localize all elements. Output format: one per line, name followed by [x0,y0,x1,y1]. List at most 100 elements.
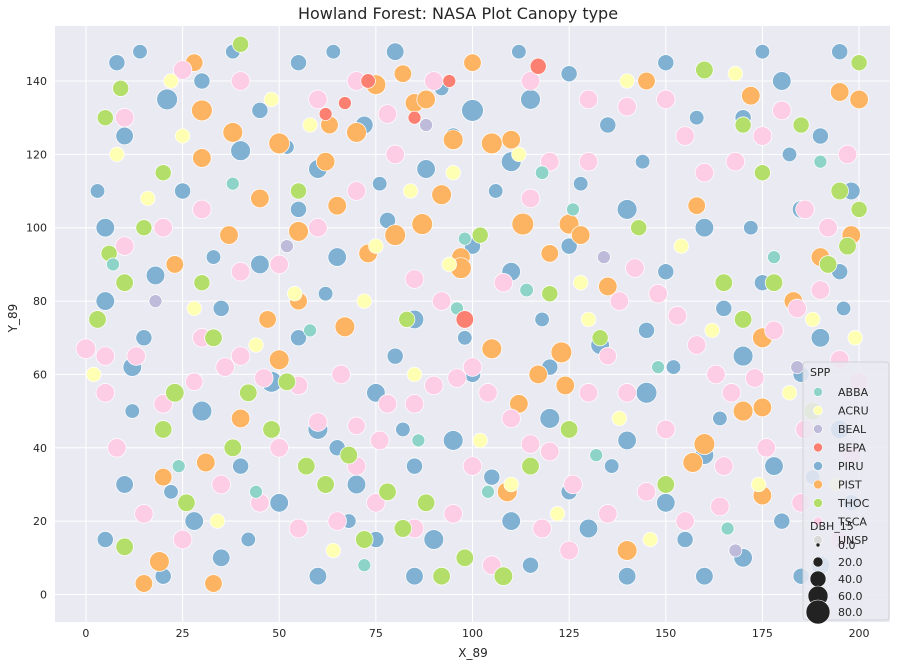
point-tsca [377,394,398,414]
point-piru [522,556,539,574]
point-beal [728,543,743,558]
point-acru [406,366,423,383]
point-piru [290,329,307,347]
point-piru [96,531,114,548]
point-piru [193,72,211,90]
point-pist [346,122,367,143]
point-pist [501,130,521,150]
x-tick-label: 150 [655,627,676,640]
point-bepa [455,310,474,329]
point-tsca [254,368,274,388]
point-pist [416,89,436,110]
point-acru [163,73,179,89]
point-pist [481,132,503,155]
point-piru [405,567,424,586]
point-tsca [230,71,251,91]
grid-lines [55,26,890,622]
point-beal [148,294,163,308]
x-axis-ticks: 0 25 50 75 100 125 150 175 200 [82,627,869,640]
point-thoc [733,310,753,329]
point-thoc [455,548,474,567]
point-abba [651,360,665,374]
point-thoc [695,60,714,80]
point-piru [689,110,705,126]
legend-size-label: 80.0 [838,606,863,619]
point-piru [573,176,589,192]
legend-label-piru: PIRU [838,460,864,473]
point-piru [269,493,289,513]
point-tsca [687,335,707,355]
point-bepa [529,57,547,75]
point-tsca [837,144,858,165]
x-tick-label: 200 [849,627,870,640]
point-tsca [532,518,552,539]
point-piru [317,286,334,302]
point-tsca [230,346,251,366]
point-acru [174,128,191,144]
point-tsca [710,496,730,517]
point-piru [520,89,541,110]
point-piru [132,44,148,60]
point-tsca [706,364,726,385]
point-piru [695,567,714,586]
point-piru [115,475,134,494]
point-abba [566,202,580,217]
point-thoc [471,226,489,244]
point-piru [657,263,675,281]
point-thoc [432,567,451,586]
point-piru [240,531,256,548]
point-thoc [232,35,250,53]
point-piru [604,458,620,474]
point-abba [519,282,534,298]
y-tick-label: 120 [26,148,47,161]
point-pist [250,188,270,209]
point-pist [442,129,464,150]
point-piru [772,71,792,91]
point-pist [196,452,216,473]
point-acru [402,183,419,199]
point-pist [154,467,173,487]
point-abba [481,484,495,499]
point-tsca [95,383,115,403]
point-piru [534,311,550,328]
point-pist [682,452,704,473]
point-pist [393,64,413,83]
point-tsca [215,357,235,377]
point-piru [781,146,798,163]
point-acru [140,190,156,207]
point-thoc [591,329,609,347]
point-piru [191,400,213,422]
point-piru [174,182,192,200]
point-thoc [154,420,173,439]
point-tsca [331,364,351,385]
point-thoc [96,109,114,127]
x-tick-label: 50 [272,627,286,640]
point-acru [727,66,744,82]
point-acru [109,146,125,163]
point-acru [619,73,635,89]
point-pist [134,574,154,593]
point-tsca [493,273,514,293]
point-pist [149,551,170,572]
point-piru [89,183,106,199]
point-pist [165,255,184,274]
point-thoc [223,438,242,457]
y-axis-ticks: 0 20 40 60 80 100 120 140 [26,75,47,601]
point-abba [106,257,120,272]
point-tsca [675,511,695,531]
point-pist [431,184,452,205]
point-acru [805,311,821,328]
y-tick-label: 0 [40,588,47,601]
point-pist [411,213,433,235]
point-abba [357,558,372,573]
point-thoc [416,493,436,512]
point-thoc [850,200,868,218]
point-thoc [239,383,258,402]
point-acru [704,322,720,339]
point-piru [634,154,651,170]
point-tsca [370,430,390,451]
point-acru [356,293,372,309]
point-tsca [667,306,688,326]
point-thoc [339,445,358,465]
